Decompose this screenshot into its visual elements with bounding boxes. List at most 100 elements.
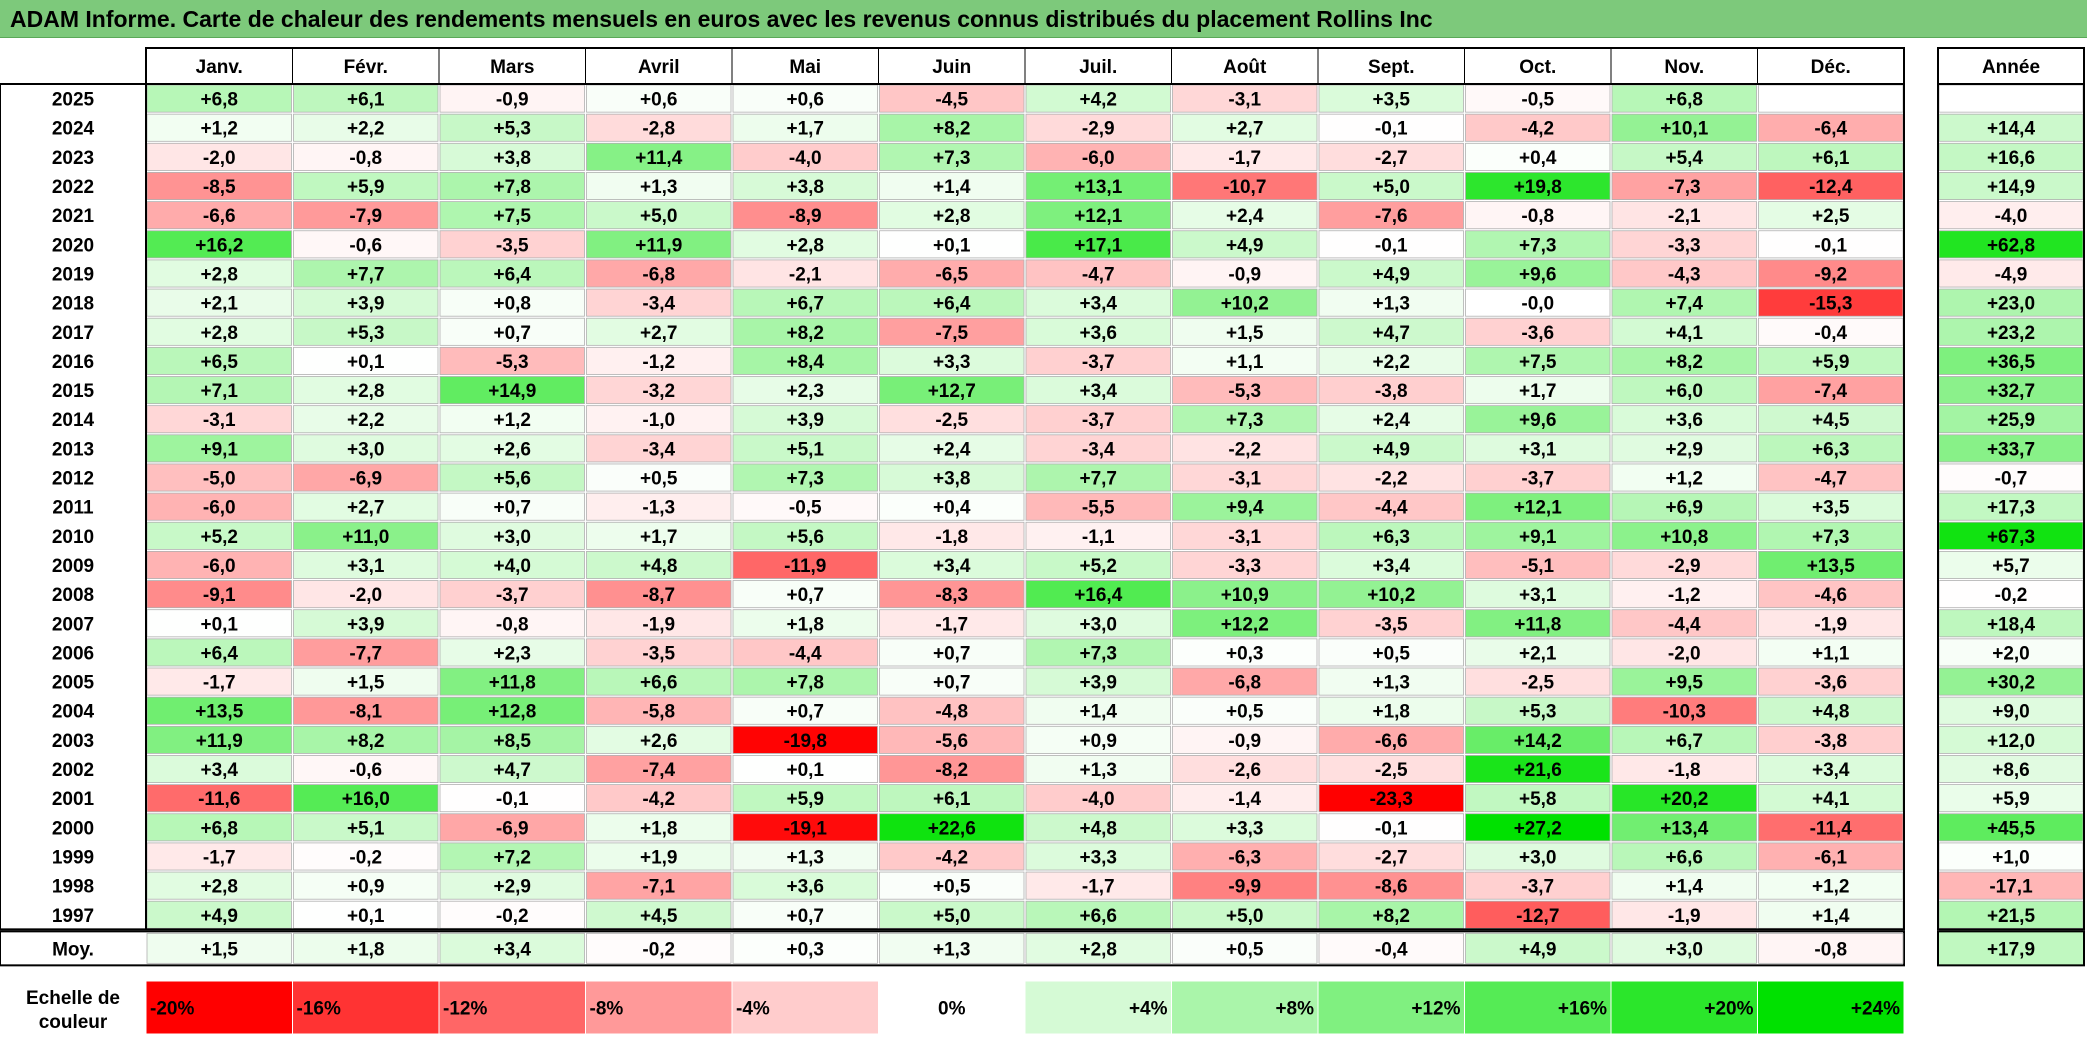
cell-value: -6,1: [1814, 847, 1847, 868]
cell-value: +0,7: [786, 585, 824, 606]
heatmap-cell: [1758, 346, 1904, 375]
annual-value: -17,1: [1989, 877, 2033, 898]
cell-value: +11,0: [342, 527, 389, 548]
cell-value: +9,5: [1665, 673, 1703, 694]
heatmap-cell: [1172, 667, 1318, 696]
annual-cell: [1938, 405, 2084, 434]
average-cell: [1025, 932, 1171, 964]
heatmap-cell: [1025, 230, 1171, 259]
average-value: +4,9: [1519, 939, 1557, 960]
year-label: 2002: [52, 760, 94, 781]
heatmap-cell: [1758, 230, 1904, 259]
cell-value: +19,8: [1514, 177, 1562, 198]
cell-value: +0,5: [1226, 702, 1264, 723]
heatmap-cell: [439, 842, 585, 871]
cell-value: -0,5: [1521, 90, 1554, 111]
annual-value: -4,9: [1995, 264, 2028, 285]
heatmap-cell: [439, 813, 585, 842]
cell-value: +9,1: [200, 439, 238, 460]
annual-value: -4,0: [1995, 206, 2028, 227]
heatmap-cell: [1758, 288, 1904, 317]
year-label: 1997: [52, 906, 94, 927]
heatmap-cell: [879, 609, 1025, 638]
annual-value: +45,5: [1987, 818, 2036, 839]
heatmap-cell: [1611, 900, 1757, 929]
annual-value: +12,0: [1987, 731, 2035, 752]
heatmap-cell: [439, 580, 585, 609]
heatmap-cell: [146, 871, 292, 900]
cell-value: +1,3: [1372, 673, 1410, 694]
heatmap-cell: [1172, 638, 1318, 667]
heatmap-cell: [1465, 521, 1611, 550]
heatmap-cell: [1025, 871, 1171, 900]
scale-swatch: [1317, 980, 1465, 1035]
cell-value: +14,2: [1514, 731, 1562, 752]
heatmap-cell: [293, 434, 439, 463]
cell-value: +16,2: [195, 235, 243, 256]
cell-value: +13,5: [195, 702, 244, 723]
heatmap-cell: [1025, 376, 1171, 405]
heatmap-cell: [1318, 871, 1464, 900]
cell-value: -0,1: [1375, 119, 1408, 140]
annual-cell: [1938, 317, 2084, 346]
cell-value: +6,7: [786, 294, 824, 315]
heatmap-cell: [732, 667, 878, 696]
cell-value: -3,1: [1228, 469, 1261, 490]
cell-value: +6,4: [493, 264, 531, 285]
annual-value: +25,9: [1987, 410, 2035, 431]
cell-value: -1,7: [1082, 877, 1115, 898]
cell-value: -6,0: [203, 498, 236, 519]
heatmap-cell: [1611, 288, 1757, 317]
heatmap-cell: [146, 521, 292, 550]
heatmap-cell: [293, 667, 439, 696]
heatmap-cell: [1318, 667, 1464, 696]
heatmap-cell: [1465, 172, 1611, 200]
cell-value: +3,4: [933, 556, 971, 577]
cell-value: +14,9: [488, 381, 536, 402]
scale-label: +20%: [1704, 999, 1753, 1020]
heatmap-cell: [1025, 551, 1171, 579]
annual-cell: [1938, 201, 2084, 230]
cell-value: +2,4: [933, 439, 971, 460]
cell-value: +3,0: [347, 439, 385, 460]
cell-value: +10,8: [1660, 527, 1708, 548]
heatmap-cell: [1318, 346, 1464, 375]
cell-value: -4,7: [1814, 469, 1847, 490]
heatmap-cell: [879, 784, 1025, 813]
month-header: Juin: [932, 57, 971, 78]
heatmap-cell: [1025, 113, 1171, 142]
cell-value: +3,4: [1812, 760, 1850, 781]
cell-value: +2,3: [786, 381, 824, 402]
heatmap-cell: [1025, 725, 1171, 754]
heatmap-cell: [293, 259, 439, 288]
cell-value: +0,7: [493, 498, 531, 519]
annual-value: +8,6: [1992, 760, 2030, 781]
cell-value: +0,1: [786, 760, 824, 781]
heatmap-cell: [1465, 842, 1611, 871]
annual-value: +5,7: [1992, 556, 2030, 577]
cell-value: -9,9: [1228, 877, 1261, 898]
heatmap-cell: [732, 230, 878, 259]
heatmap-cell: [1318, 376, 1464, 405]
heatmap-cell: [146, 696, 292, 725]
cell-value: +7,1: [200, 381, 238, 402]
cell-value: +3,9: [347, 614, 385, 635]
cell-value: +16,0: [342, 789, 390, 810]
annual-frame: [1937, 83, 2085, 931]
cell-value: +0,5: [1372, 643, 1410, 664]
cell-value: -0,6: [349, 235, 382, 256]
heatmap-cell: [1465, 667, 1611, 696]
heatmap-cell: [1611, 842, 1757, 871]
heatmap-cell: [1611, 346, 1757, 375]
heatmap-cell: [1025, 638, 1171, 667]
heatmap-cell: [1318, 521, 1464, 550]
average-value: +1,5: [200, 939, 238, 960]
average-value: +0,5: [1226, 939, 1264, 960]
heatmap-cell: [439, 84, 585, 113]
heatmap-cell: [1172, 755, 1318, 784]
cell-value: +1,4: [1665, 877, 1703, 898]
heatmap-cell: [879, 521, 1025, 550]
cell-value: -12,4: [1809, 177, 1853, 198]
cell-value: +1,3: [786, 847, 824, 868]
cell-value: -0,5: [789, 498, 822, 519]
